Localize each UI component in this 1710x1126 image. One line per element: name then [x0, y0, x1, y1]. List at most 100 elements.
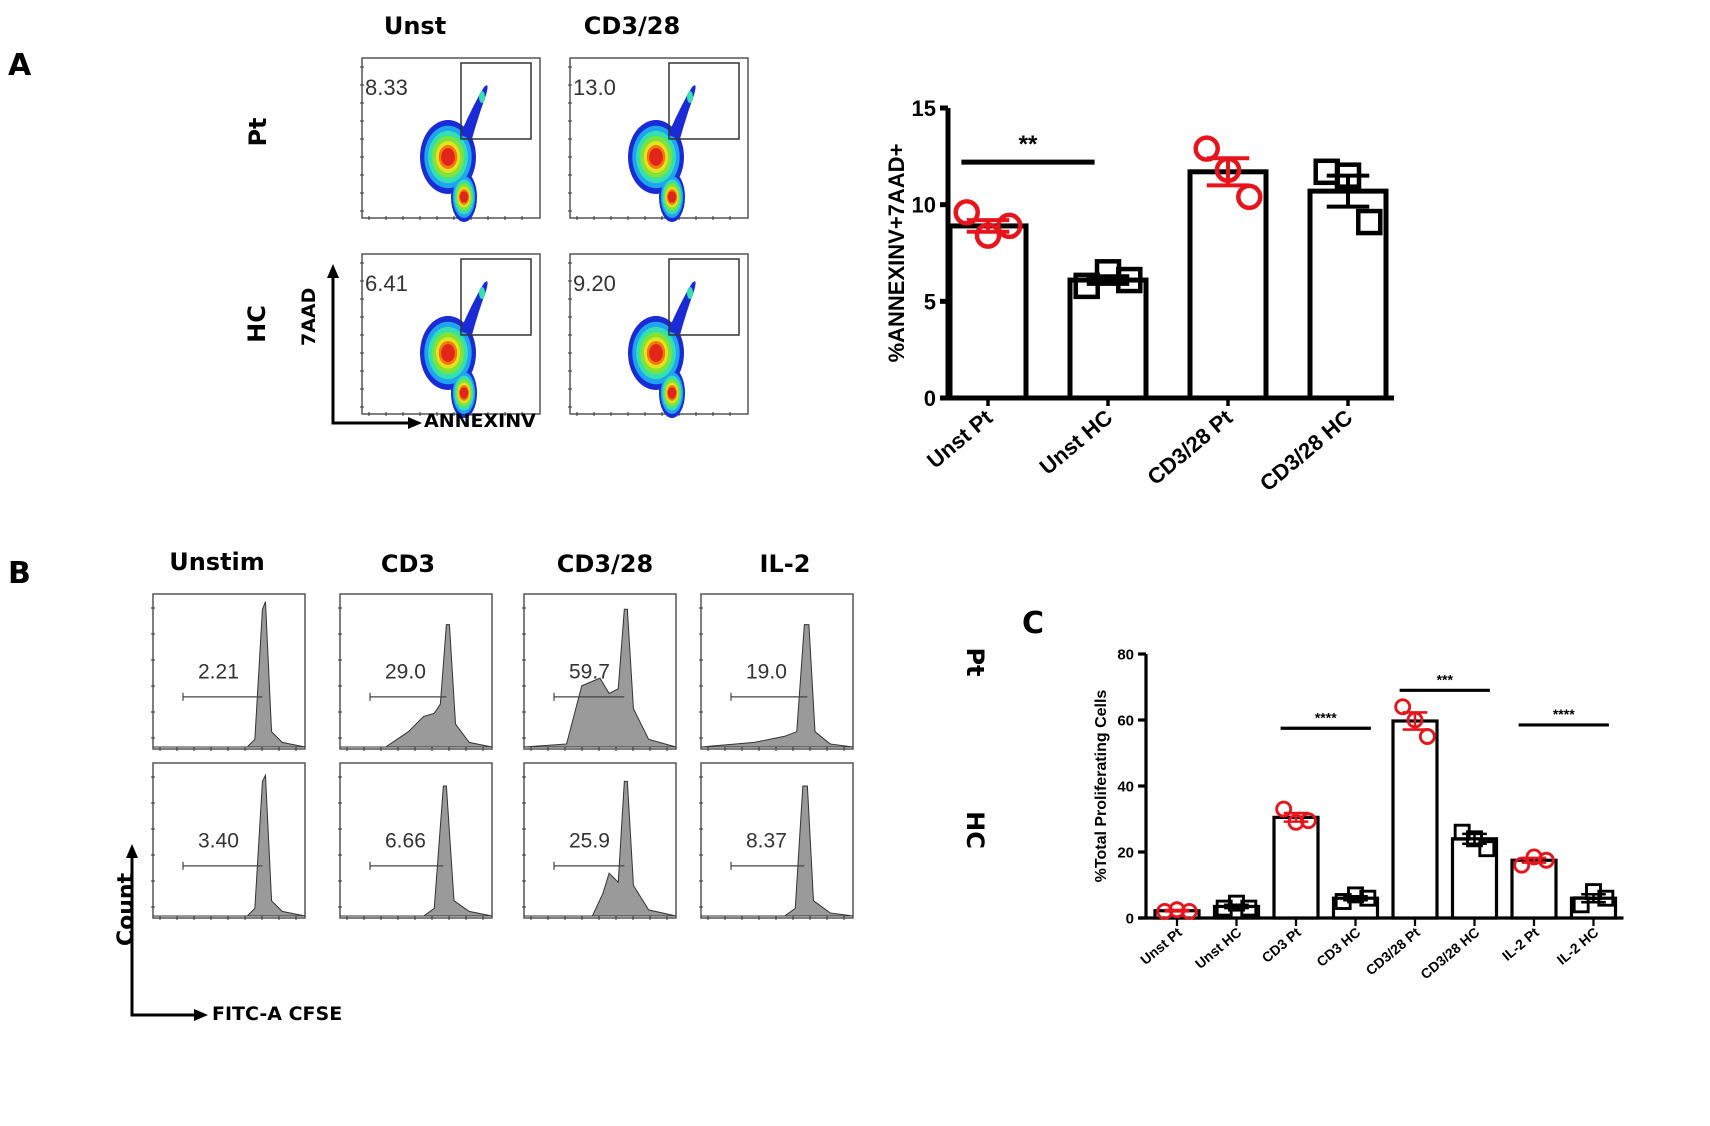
y-tick-label: 20 [1117, 844, 1134, 861]
density-contour [649, 344, 663, 362]
density-contour [667, 191, 677, 203]
quadrant-gate [460, 258, 532, 336]
gate-percentage: 8.37 [746, 829, 787, 852]
plot-frame [700, 593, 854, 750]
plot-frame [700, 762, 854, 919]
density-tail-core [479, 91, 485, 103]
flow-density-plot: 9.20 [568, 253, 749, 418]
significance-label: ** [1019, 131, 1038, 158]
data-point-square [1359, 889, 1377, 907]
panel-b-col-title-cd3-28: CD3/28 [556, 550, 654, 578]
density-contour [441, 148, 455, 166]
cfse-histogram: 25.9 [522, 762, 677, 920]
data-point-circle [1275, 800, 1293, 818]
panel-b-col-title-cd3: CD3 [380, 550, 436, 578]
data-point-circle [1193, 135, 1220, 162]
quadrant-gate [668, 258, 740, 336]
data-point-circle [996, 212, 1023, 240]
axis-arrow-line [130, 850, 200, 1017]
significance-label: **** [1315, 709, 1337, 725]
arrow-right-icon [194, 1009, 208, 1021]
y-tick-label: 5 [924, 289, 936, 314]
data-point-circle [1537, 851, 1555, 869]
significance-label: *** [1437, 671, 1454, 687]
panel-a-col-title-cd3-28: CD3/28 [583, 12, 681, 40]
data-point-square [1572, 896, 1590, 914]
x-tick-label: Unst Pt [922, 404, 998, 473]
y-tick-label: 0 [924, 386, 936, 411]
data-point-circle [1156, 902, 1174, 920]
data-point-square [1313, 158, 1340, 186]
data-point-circle [1299, 812, 1317, 830]
gate-percentage: 3.40 [198, 829, 239, 852]
y-tick-label: 15 [912, 96, 936, 121]
panel-b-x-axis-label: FITC-A CFSE [212, 1003, 343, 1025]
density-contour [459, 387, 469, 399]
bar [1510, 858, 1558, 920]
y-tick-label: 10 [912, 193, 936, 218]
x-tick-label: IL-2 Pt [1499, 924, 1542, 964]
y-tick-label: 60 [1117, 712, 1134, 729]
data-point-square [1347, 886, 1364, 904]
plot-frame [339, 593, 493, 750]
flow-density-plot: 13.0 [568, 57, 749, 222]
data-point-circle [953, 199, 980, 226]
bar [1450, 837, 1499, 920]
data-point-circle [1513, 856, 1531, 874]
cfse-histogram: 2.21 [151, 593, 306, 751]
x-tick-label: CD3/28 HC [1255, 405, 1357, 497]
arrow-right-icon [408, 417, 422, 429]
histogram-fill [153, 601, 306, 748]
plot-frame [523, 762, 677, 919]
bar [1272, 815, 1320, 920]
data-point-circle [1418, 728, 1436, 745]
data-point-circle [1287, 813, 1305, 831]
cfse-histogram: 29.0 [338, 593, 493, 751]
x-tick-label: Unst HC [1192, 924, 1245, 972]
gate-percentage: 9.20 [573, 271, 616, 296]
y-axis-label: %Total Proliferating Cells [1093, 690, 1110, 883]
panel-a-bar-chart: 0 5 10 15%ANNEXINV+7AAD+ Unst Pt Unst HC CD3/2… [884, 96, 1394, 497]
significance-label: **** [1553, 706, 1575, 722]
x-tick-label: CD3/28 HC [1417, 924, 1482, 982]
data-point-square [1215, 899, 1233, 917]
density-cloud [420, 85, 488, 222]
panel-b-y-axis-label: Count [114, 872, 139, 946]
x-tick-label: CD3 Pt [1258, 924, 1304, 966]
data-point-square [1356, 208, 1383, 236]
gate-percentage: 59.7 [569, 660, 610, 683]
plot-frame [339, 762, 493, 919]
axis-arrow-line [331, 270, 415, 425]
cfse-histogram: 19.0 [699, 593, 854, 751]
histogram-fill [700, 624, 854, 748]
panel-a-col-title-unst: Unst [383, 12, 447, 40]
x-tick-label: IL-2 HC [1554, 924, 1602, 968]
density-tail-core [687, 287, 693, 299]
panel-b-row-label-hc: HC [961, 811, 989, 849]
gate-percentage: 6.41 [365, 271, 408, 296]
panel-a-row-label-pt: Pt [244, 117, 272, 147]
data-point-circle [1394, 698, 1412, 716]
data-point-square [1597, 889, 1615, 907]
density-contour [667, 387, 677, 399]
histogram-fill [524, 780, 677, 917]
histogram-fill [340, 785, 493, 917]
data-point-square [1240, 899, 1258, 917]
density-contour [441, 344, 455, 362]
panel-a-axis-arrows [327, 264, 422, 429]
gate-percentage: 19.0 [746, 660, 787, 683]
arrow-up-icon [126, 844, 138, 858]
quadrant-gate [460, 62, 532, 140]
panel-a-letter: A [8, 48, 32, 83]
histogram-fill [523, 608, 677, 748]
y-tick-label: 0 [1126, 910, 1134, 927]
bar [1307, 188, 1389, 401]
data-point-square [1334, 162, 1362, 189]
panel-b-col-title-unstim: Unstim [169, 548, 265, 576]
quadrant-gate [668, 62, 740, 140]
data-point-square [1116, 266, 1143, 294]
panel-b-col-title-il2: IL-2 [759, 550, 811, 578]
histogram-fill [340, 624, 493, 748]
panel-b-axis-arrows [126, 844, 208, 1021]
arrow-up-icon [327, 264, 339, 278]
